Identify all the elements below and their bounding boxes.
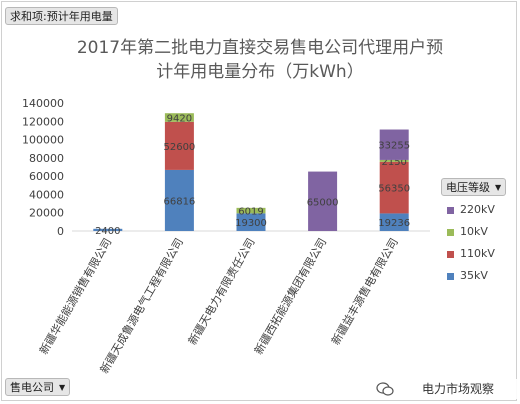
legend-item-220kv: 220kV (447, 203, 495, 217)
chart-title-line2: 计年用电量分布（万kWh） (156, 62, 364, 82)
bar-segment-110kv (379, 161, 409, 214)
bar-segment-35kv (236, 213, 266, 231)
legend-item-35kv: 35kV (447, 269, 488, 283)
x-category-label: 新疆天成鲁源电气工程有限公司 (97, 236, 186, 376)
axis-field-button[interactable]: 售电公司 ▼ (5, 378, 71, 396)
data-label: 2400 (95, 226, 120, 237)
data-label: 52600 (163, 142, 195, 153)
axis-field-label: 售电公司 (10, 381, 54, 394)
data-label: 19236 (378, 218, 410, 229)
legend-label: 220kV (460, 203, 495, 216)
data-label: 66816 (163, 196, 195, 207)
x-category-label: 新疆西拓能源集团有限公司 (251, 236, 329, 357)
data-label: 6019 (238, 207, 263, 218)
bar-segment-35kv (379, 213, 409, 231)
bar-segment-10kv (236, 207, 266, 214)
y-tick-label: 120000 (22, 115, 64, 128)
y-tick-label: 20000 (29, 207, 64, 220)
y-tick-label: 0 (57, 225, 64, 238)
legend-swatch (447, 250, 454, 258)
data-label: 9420 (167, 114, 192, 125)
data-label: 2150 (381, 157, 406, 168)
legend-swatch (447, 206, 454, 214)
legend-item-110kv: 110kV (447, 247, 495, 261)
x-category-label: 新疆天电力有限责任公司 (185, 236, 258, 348)
legend-item-10kv: 10kV (447, 225, 488, 239)
legend-swatch (447, 272, 454, 280)
bar-segment-220kv (379, 129, 409, 160)
data-label: 56350 (378, 184, 410, 195)
y-tick-label: 100000 (22, 134, 64, 147)
legend-field-button[interactable]: 电压等级 ▼ (441, 178, 507, 196)
watermark-background (372, 379, 517, 399)
y-tick-label: 80000 (29, 152, 64, 165)
chart-title: 2017年第二批电力直接交易售电公司代理用户预 计年用电量分布（万kWh） (0, 36, 520, 84)
bar-segment-10kv (379, 159, 409, 162)
legend-label: 110kV (460, 247, 495, 260)
bar-segment-110kv (164, 121, 194, 170)
legend-label: 10kV (460, 225, 488, 238)
bar-segment-10kv (164, 113, 194, 122)
legend-swatch (447, 228, 454, 236)
y-tick-label: 60000 (29, 170, 64, 183)
x-category-label: 新疆华能能源销售有限公司 (36, 236, 114, 357)
data-label: 19300 (235, 218, 267, 229)
wechat-logo-icon (376, 382, 394, 396)
y-tick-label: 40000 (29, 188, 64, 201)
values-field-button[interactable]: 求和项:预计年用电量 (5, 7, 118, 25)
bar-segment-220kv (308, 171, 338, 231)
watermark-text: 电力市场观察 (422, 382, 495, 396)
legend-label: 35kV (460, 269, 488, 282)
chart-title-line1: 2017年第二批电力直接交易售电公司代理用户预 (76, 38, 444, 58)
values-field-label: 求和项:预计年用电量 (10, 10, 113, 23)
bar-segment-35kv (93, 228, 123, 231)
legend-field-label: 电压等级 (446, 181, 490, 194)
data-label: 65000 (307, 197, 339, 208)
y-tick-label: 140000 (22, 97, 64, 110)
dropdown-arrow-icon: ▼ (59, 383, 66, 392)
data-label: 33255 (378, 141, 410, 152)
x-category-label: 新疆益丰源售电有限公司 (328, 236, 401, 348)
bar-segment-35kv (164, 169, 194, 231)
dropdown-arrow-icon: ▼ (495, 183, 502, 192)
